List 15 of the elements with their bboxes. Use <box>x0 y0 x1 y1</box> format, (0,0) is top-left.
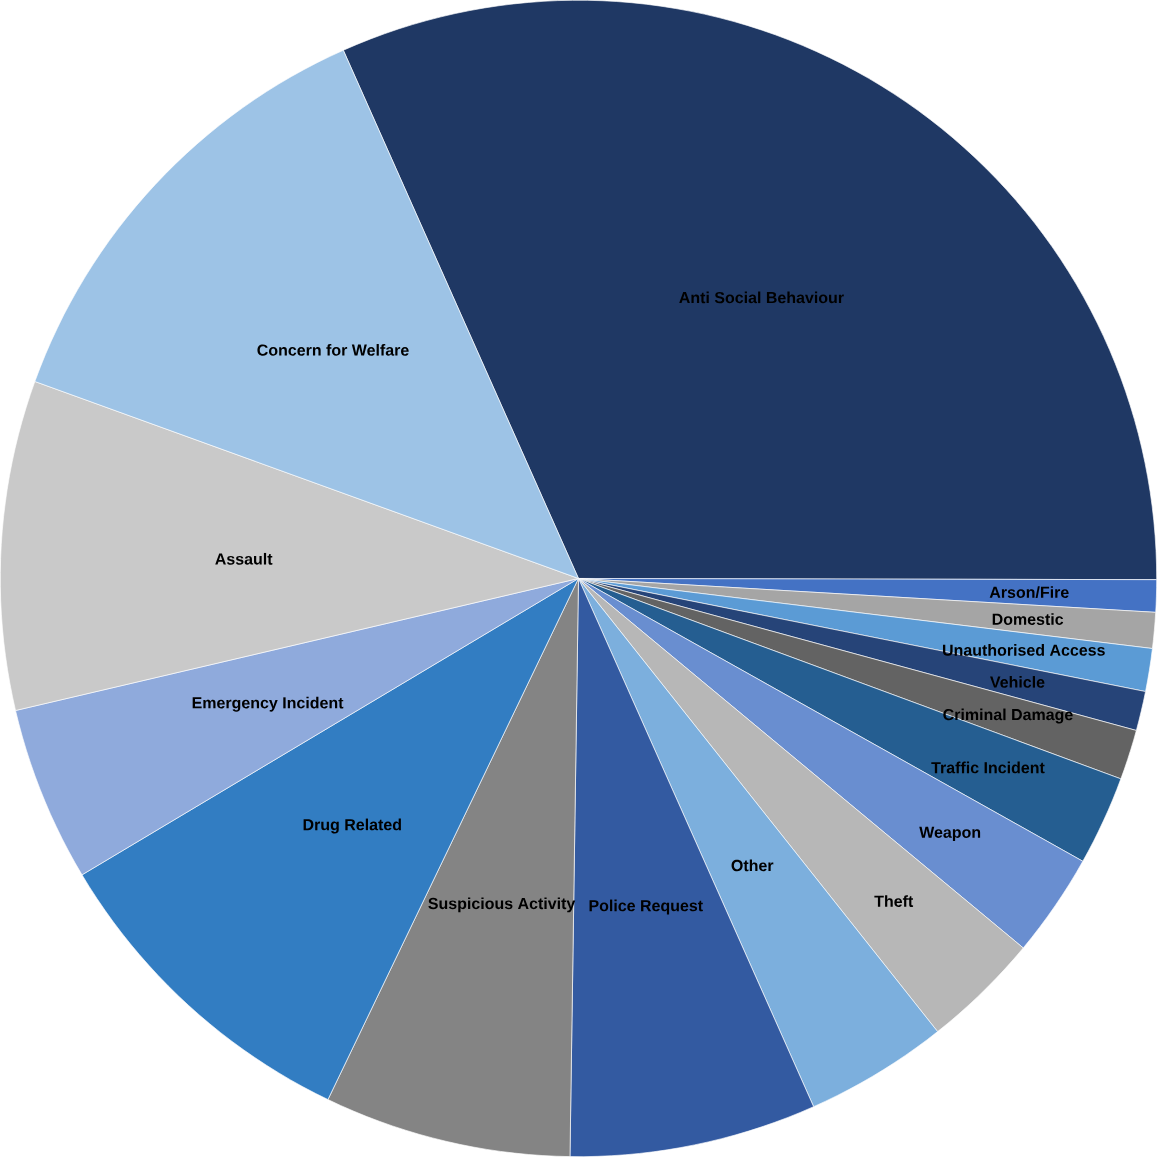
slice-label: Unauthorised Access <box>942 644 1105 656</box>
slice-label: Theft <box>874 895 914 907</box>
slice-label: Domestic <box>992 613 1064 625</box>
slice-label: Traffic Incident <box>931 761 1045 774</box>
slice-label: Vehicle <box>990 676 1045 688</box>
slice-label: Concern for Welfare <box>257 344 409 356</box>
slice-label: Other <box>731 859 774 872</box>
slice-label: Drug Related <box>303 818 401 834</box>
slice-label: Assault <box>215 552 273 565</box>
slice-label: Emergency Incident <box>192 696 344 712</box>
slice-label: Weapon <box>919 826 981 842</box>
slice-label: Anti Social Behaviour <box>679 291 844 304</box>
slice-label: Criminal Damage <box>943 708 1073 724</box>
slice-label: Police Request <box>589 899 703 915</box>
slice-label: Arson/Fire <box>989 586 1069 599</box>
